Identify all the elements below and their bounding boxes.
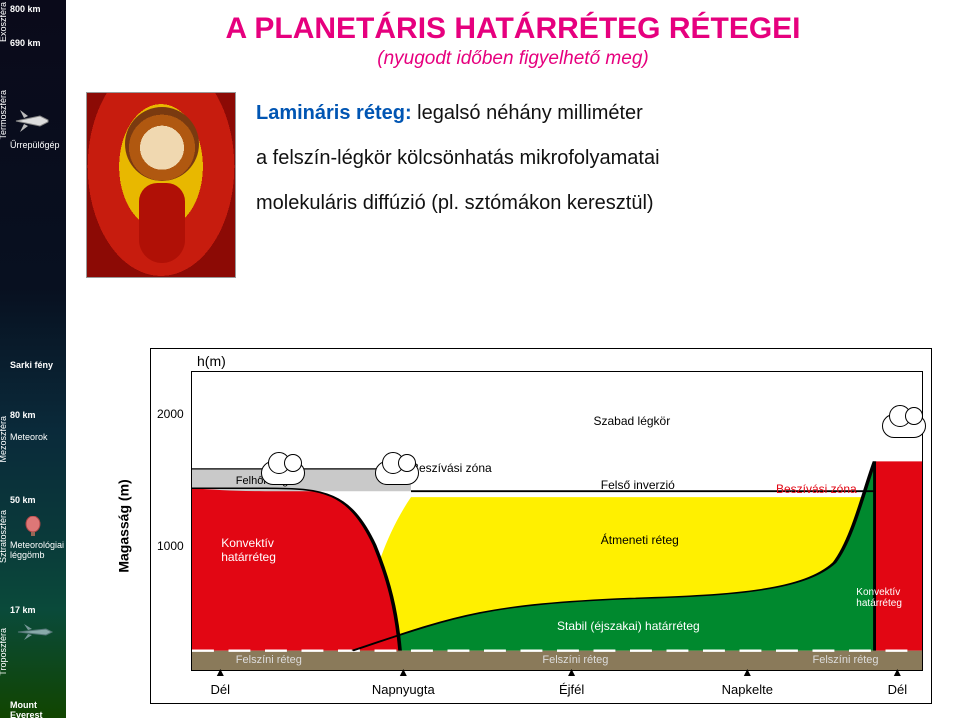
line2: a felszín-légkör kölcsönhatás mikrofolya… [256,143,660,174]
chart-label: Stabil (éjszakai) határréteg [557,619,700,633]
chart-plot-area: Szabad légkörFelhőrétegBeszívási zónaFel… [191,371,923,671]
xtick: Napnyugta [372,682,435,697]
chart-label: Felszíni réteg [813,654,879,666]
xtick: Dél [888,682,908,697]
cloud-icon [375,461,419,485]
page-title: A PLANETÁRIS HATÁRRÉTEG RÉTEGEI [86,12,940,46]
mezo-label: Mezoszféra [0,416,8,463]
chart-label: Szabad légkör [594,414,671,428]
upper-block: Lamináris réteg: legalsó néhány millimét… [86,92,940,278]
matryoshka-image [86,92,236,278]
chart-label: Felszíni réteg [542,654,608,666]
alt-690: 690 km [10,38,41,48]
h-m-label: h(m) [197,353,226,369]
line1: Lamináris réteg: legalsó néhány millimét… [256,98,660,129]
magassag-label: Magasság (m) [116,479,132,572]
shuttle-icon [14,106,54,136]
xtick: Dél [211,682,231,697]
chart-label: Felső inverzió [601,478,675,492]
alt-800: 800 km [10,4,41,14]
chart-label: Beszívási zóna [411,461,492,475]
ytick: 1000 [157,539,184,553]
alt-80: 80 km [10,410,36,420]
pbl-chart: h(m) Magasság (m) Szabad légkörFelhőréte… [150,348,932,704]
xtick: Napkelte [722,682,773,697]
chart-label: Beszívási zóna [776,482,857,496]
termo-label: Termoszféra [0,90,8,140]
atmosphere-sidebar: 800 km Exoszféra 690 km Termoszféra Űrre… [0,0,66,718]
arrow-icon: ▲ [891,665,903,679]
xtick: Éjfél [559,682,584,697]
balloon-label: Meteorológiai léggömb [10,540,64,560]
ytick: 2000 [157,407,184,421]
jet-icon [16,622,56,642]
line1-rest: legalsó néhány milliméter [412,102,643,124]
everest-label: Mount Everest [10,700,66,720]
cloud-icon [882,414,926,438]
arrow-icon: ▲ [397,665,409,679]
aurora-label: Sarki fény [10,360,53,370]
alt-17: 17 km [10,605,36,615]
shuttle-label: Űrrepülőgép [10,140,60,150]
laminaris-label: Lamináris réteg: [256,102,412,124]
arrow-icon: ▲ [214,665,226,679]
text-block: Lamináris réteg: legalsó néhány millimét… [256,92,660,278]
chart-label: Konvektív határréteg [221,536,276,564]
balloon-icon [24,516,42,538]
page-subtitle: (nyugodt időben figyelhető meg) [86,48,940,70]
meteor-label: Meteorok [10,432,48,442]
main-content: A PLANETÁRIS HATÁRRÉTEG RÉTEGEI (nyugodt… [66,0,960,718]
tropo-label: Troposzféra [0,628,8,676]
alt-50: 50 km [10,495,36,505]
chart-label: Konvektív határréteg [856,587,902,609]
chart-label: Átmeneti réteg [601,533,679,547]
chart-label: Felszíni réteg [236,654,302,666]
cloud-icon [261,461,305,485]
arrow-icon: ▲ [741,665,753,679]
line3: molekuláris diffúzió (pl. sztómákon kere… [256,188,660,219]
exo-label: Exoszféra [0,2,8,42]
sztrato-label: Sztratoszféra [0,510,8,563]
arrow-icon: ▲ [566,665,578,679]
